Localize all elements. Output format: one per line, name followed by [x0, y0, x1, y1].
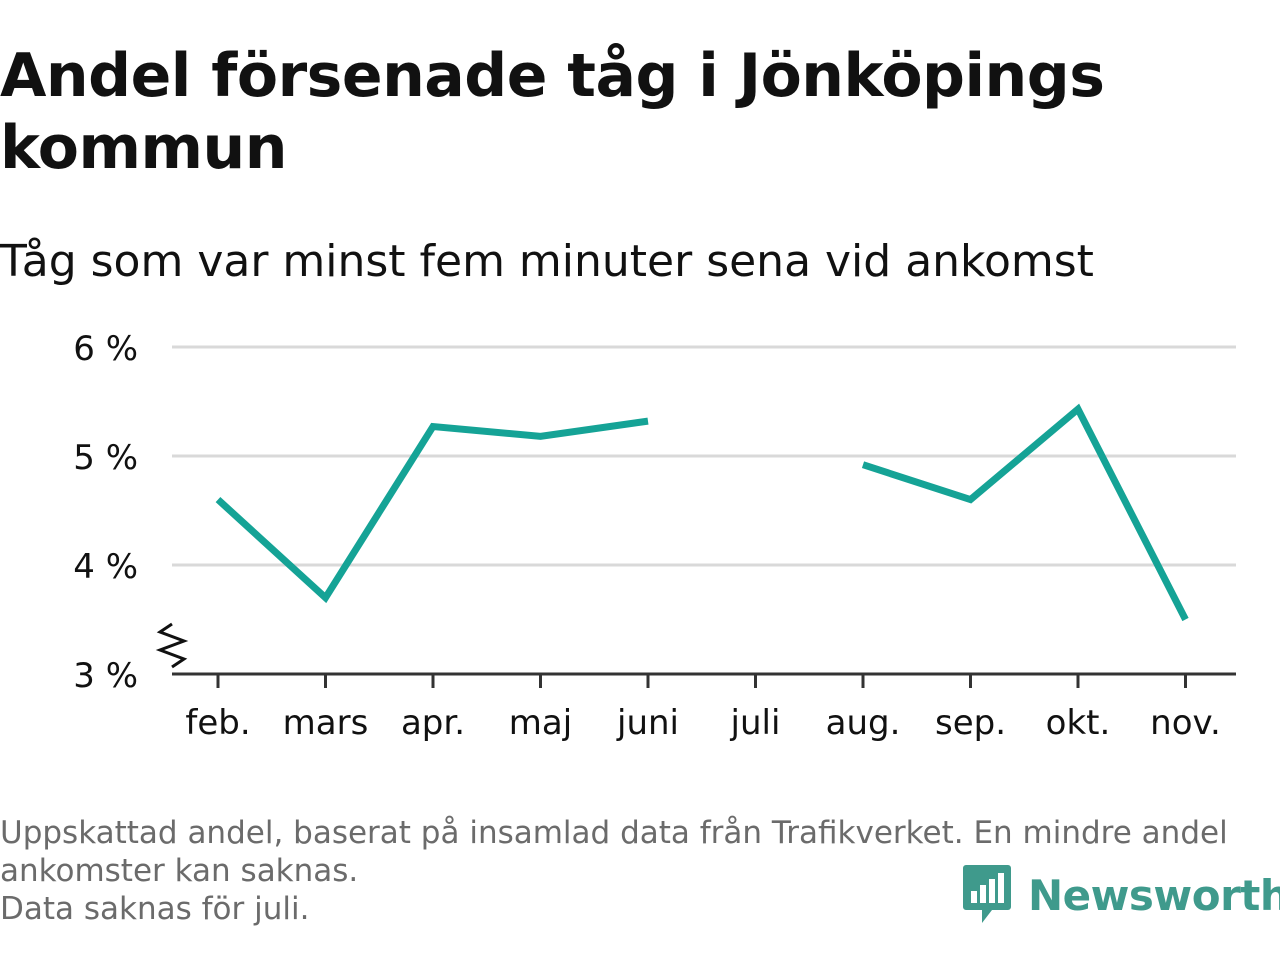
x-tick-label: mars — [283, 703, 369, 743]
y-tick-label: 5 % — [73, 438, 138, 478]
bar-chart-speech-bubble-icon — [963, 865, 1011, 923]
chart-subtitle: Tåg som var minst fem minuter sena vid a… — [0, 236, 1094, 287]
x-tick-label: sep. — [935, 703, 1006, 743]
x-tick-label: maj — [509, 703, 572, 743]
gridlines — [172, 345, 1236, 567]
series-line-segment — [861, 403, 1189, 622]
chart-title: Andel försenade tåg i Jönköpings kommun — [0, 41, 1105, 183]
note-line-2: ankomster kan saknas. — [0, 853, 359, 889]
brand-name: Newsworthy — [1028, 870, 1280, 920]
note-line-1: Uppskattad andel, baserat på insamlad da… — [0, 815, 1228, 851]
y-axis-ticks: 3 % 4 % 5 % 6 % — [73, 329, 138, 696]
footer-notes: Uppskattad andel, baserat på insamlad da… — [0, 814, 1270, 928]
y-tick-label: 3 % — [73, 656, 138, 696]
x-tick-label: nov. — [1150, 703, 1221, 743]
x-axis-ticks: feb. mars apr. maj juni juli aug. sep. okt. nov. — [185, 674, 1221, 743]
line-chart: 3 % 4 % 5 % 6 % feb. mars apr. maj juni juli aug.… — [73, 329, 1236, 743]
series-lines — [215, 403, 1189, 622]
y-tick-label: 6 % — [73, 329, 138, 369]
x-tick-label: juni — [616, 703, 679, 743]
series-line-segment — [215, 417, 649, 604]
x-tick-label: feb. — [185, 703, 250, 743]
newsworthy-logo: Newsworthy — [962, 862, 1280, 928]
y-tick-label: 4 % — [73, 547, 138, 587]
axis-break-zigzag — [155, 622, 189, 669]
x-tick-label: apr. — [401, 703, 465, 743]
x-tick-label: juli — [730, 703, 781, 743]
note-line-3: Data saknas för juli. — [0, 891, 310, 927]
x-tick-label: aug. — [826, 703, 901, 743]
x-tick-label: okt. — [1046, 703, 1111, 743]
y-axis-break-icon — [155, 622, 189, 669]
